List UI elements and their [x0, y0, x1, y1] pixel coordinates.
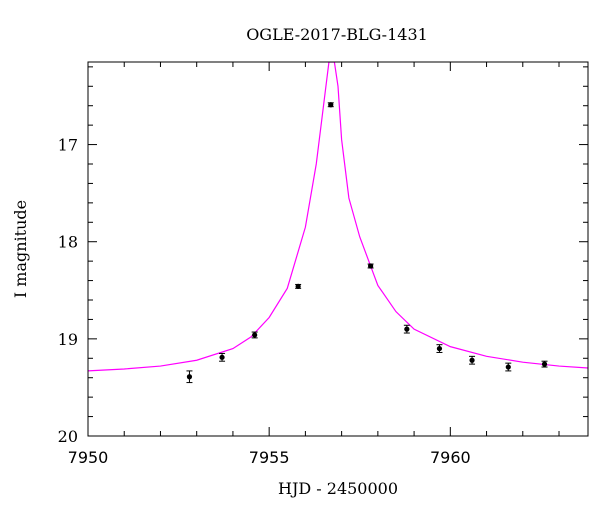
point-marker — [368, 263, 374, 269]
x-tick-label: 7950 — [68, 448, 109, 467]
x-axis-label: HJD - 2450000 — [278, 479, 398, 498]
model-curve-layer — [88, 62, 588, 372]
point-marker — [328, 102, 334, 108]
point-marker — [404, 326, 410, 332]
point-marker — [505, 364, 511, 370]
point-marker — [186, 374, 193, 380]
model-curve — [88, 62, 588, 372]
data-point — [219, 352, 226, 362]
y-tick-label: 19 — [58, 330, 78, 349]
axes: 7950 7955 7960 17 18 19 20 — [58, 62, 588, 467]
y-tick-label: 18 — [58, 233, 78, 252]
y-tick-label: 20 — [58, 427, 78, 446]
x-tick-label: 7955 — [249, 448, 290, 467]
point-marker — [252, 332, 258, 338]
data-point — [295, 283, 302, 289]
y-axis-label: I magnitude — [11, 200, 30, 298]
data-point — [403, 324, 410, 334]
point-marker — [541, 361, 548, 367]
data-points-layer — [186, 102, 548, 384]
data-point — [327, 102, 334, 108]
data-point — [469, 355, 476, 365]
point-marker — [469, 357, 475, 363]
data-point — [436, 344, 443, 353]
y-tick-label: 17 — [58, 136, 78, 155]
data-point — [186, 370, 193, 384]
point-marker — [295, 283, 301, 289]
data-point — [367, 263, 374, 269]
data-point — [251, 331, 258, 339]
data-point — [505, 362, 512, 372]
chart-title: OGLE-2017-BLG-1431 — [246, 25, 428, 44]
point-marker — [219, 354, 225, 360]
x-tick-label: 7960 — [430, 448, 471, 467]
point-marker — [436, 345, 443, 352]
plot-frame — [87, 61, 589, 437]
data-point — [541, 360, 548, 368]
